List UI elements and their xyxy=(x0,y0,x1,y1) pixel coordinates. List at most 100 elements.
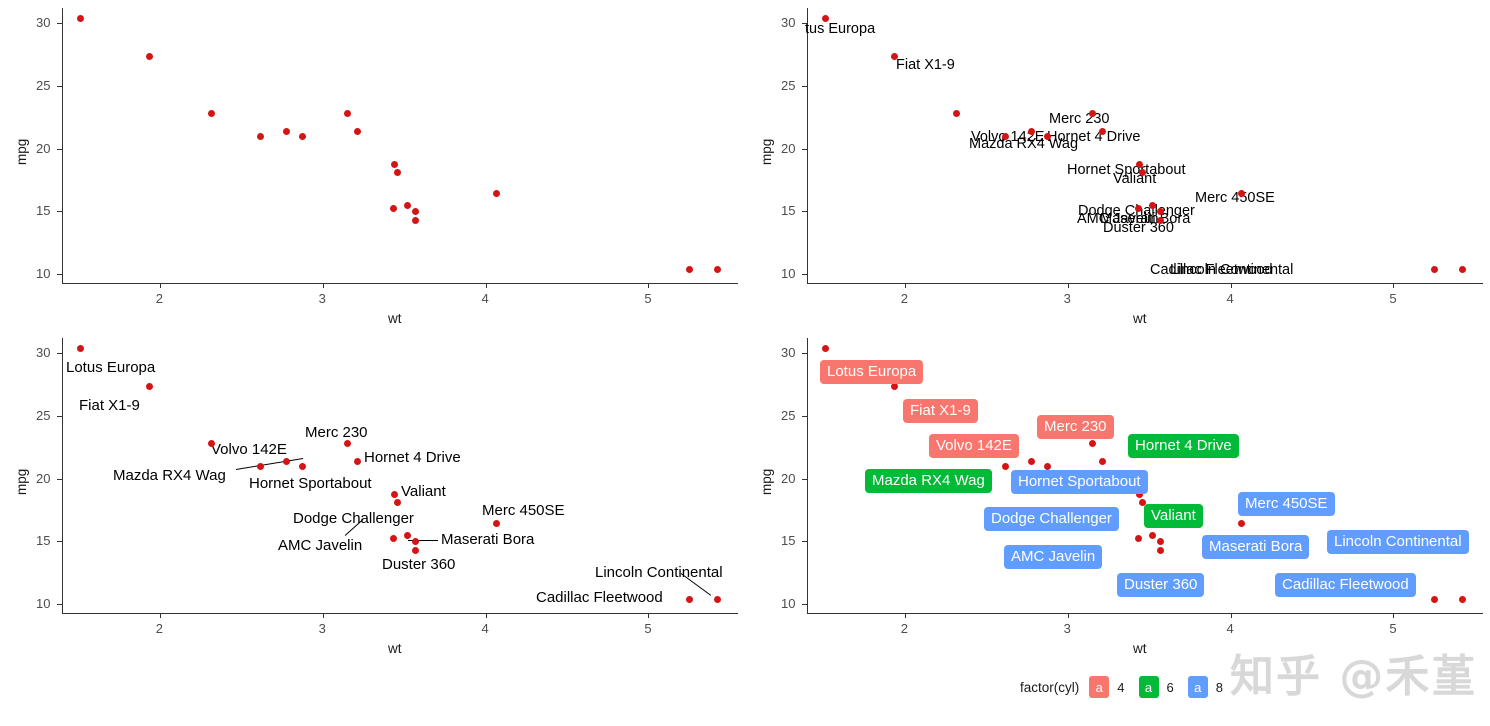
x-tick-mark xyxy=(322,613,324,618)
data-point xyxy=(1134,205,1142,213)
data-point xyxy=(1135,491,1143,499)
data-point xyxy=(389,205,397,213)
data-point xyxy=(354,457,362,465)
y-tick-label: 15 xyxy=(781,203,796,219)
repel-text-label: Volvo 142E xyxy=(211,441,287,458)
panel-bottom-left: mpg wt Lotus Europa Fiat X1-9 Merc 230 Volv… xyxy=(0,330,745,660)
y-tick-mark xyxy=(57,604,62,606)
repel-text-label: AMC Javelin xyxy=(278,537,363,554)
repel-box-label: Mazda RX4 Wag xyxy=(865,469,992,493)
y-tick-label: 10 xyxy=(36,266,51,282)
data-point xyxy=(821,14,829,22)
x-tick-label: 4 xyxy=(1226,291,1234,306)
x-tick-mark xyxy=(1067,283,1069,288)
x-tick-mark xyxy=(485,283,487,288)
y-tick-label: 10 xyxy=(36,596,51,612)
repel-box-label: Cadillac Fleetwood xyxy=(1275,573,1416,597)
repel-text-label: Lotus Europa xyxy=(66,359,156,376)
x-tick-label: 5 xyxy=(1389,291,1397,306)
x-tick-mark xyxy=(648,613,650,618)
repel-box-label: Merc 230 xyxy=(1037,415,1114,439)
data-point xyxy=(1148,531,1156,539)
repel-box-label: Maserati Bora xyxy=(1202,535,1310,559)
y-tick-label: 30 xyxy=(781,345,796,361)
y-tick-label: 25 xyxy=(781,77,796,93)
data-point xyxy=(343,109,351,117)
data-point xyxy=(713,265,721,273)
repel-box-label: Hornet Sportabout xyxy=(1011,470,1148,494)
x-tick-label: 4 xyxy=(481,621,489,636)
data-point xyxy=(1148,201,1156,209)
point-text-label: Valiant xyxy=(1113,171,1157,187)
data-point xyxy=(354,127,362,135)
repel-box-label: Lincoln Continental xyxy=(1327,530,1469,554)
repel-box-label: Duster 360 xyxy=(1117,573,1205,597)
repel-box-label: Dodge Challenger xyxy=(984,507,1119,531)
x-tick-label: 4 xyxy=(481,291,489,306)
data-point xyxy=(821,344,829,352)
data-point xyxy=(1043,462,1051,470)
x-tick-mark xyxy=(159,283,161,288)
data-point xyxy=(1156,216,1164,224)
data-point xyxy=(283,457,291,465)
point-text-label: Duster 360 xyxy=(1103,220,1174,236)
data-point xyxy=(403,201,411,209)
data-point xyxy=(685,265,693,273)
legend-value-6: 6 xyxy=(1166,679,1174,695)
data-point xyxy=(1156,546,1164,554)
data-point xyxy=(890,53,898,61)
legend-value-8: 8 xyxy=(1215,679,1223,695)
point-text-label: Hornet 4 Drive xyxy=(1047,129,1141,145)
data-point xyxy=(208,439,216,447)
data-point xyxy=(1458,265,1466,273)
x-tick-mark xyxy=(1230,283,1232,288)
x-tick-mark xyxy=(1393,283,1395,288)
repel-text-label: Duster 360 xyxy=(382,556,456,573)
data-point xyxy=(1156,207,1164,215)
point-text-label: Mazda RX4 Wag xyxy=(969,136,1079,152)
data-point xyxy=(390,491,398,499)
plot-area-2 xyxy=(807,8,1483,283)
y-tick-label: 20 xyxy=(36,140,51,156)
y-tick-label: 30 xyxy=(36,15,51,31)
x-axis-title-4: wt xyxy=(1133,641,1147,656)
panel-top-right: mpg wt tus Europa Fiat X1-9 Merc 230 Volvo … xyxy=(745,0,1490,330)
x-tick-label: 3 xyxy=(318,621,326,636)
x-tick-label: 2 xyxy=(155,621,163,636)
data-point xyxy=(208,109,216,117)
x-tick-label: 2 xyxy=(155,291,163,306)
x-tick-mark xyxy=(1230,613,1232,618)
repel-text-label: Fiat X1-9 xyxy=(79,397,140,414)
x-axis-title-2: wt xyxy=(1133,311,1147,326)
point-text-label: Merc 230 xyxy=(1049,111,1110,127)
repel-text-label: Maserati Bora xyxy=(441,531,535,548)
y-tick-label: 15 xyxy=(781,533,796,549)
y-tick-label: 15 xyxy=(36,203,51,219)
data-point xyxy=(283,127,291,135)
legend-key-8[interactable]: a xyxy=(1187,676,1208,698)
data-point xyxy=(1135,161,1143,169)
data-point xyxy=(1134,535,1142,543)
data-point xyxy=(1139,498,1147,506)
data-point xyxy=(394,168,402,176)
panel-top-left: mpg wt 2 3 4 5 10 15 20 25 30 xyxy=(0,0,745,330)
y-tick-label: 20 xyxy=(781,140,796,156)
y-axis-title-3: mpg xyxy=(14,468,29,495)
legend-key-4[interactable]: a xyxy=(1089,676,1110,698)
y-axis-title-4: mpg xyxy=(759,468,774,495)
y-tick-mark xyxy=(802,415,807,417)
y-tick-mark xyxy=(802,23,807,25)
x-tick-label: 3 xyxy=(1063,291,1071,306)
repel-text-label: Valiant xyxy=(401,483,446,500)
x-tick-label: 2 xyxy=(900,621,908,636)
y-tick-mark xyxy=(57,23,62,25)
data-point xyxy=(1002,132,1010,140)
y-tick-mark xyxy=(802,541,807,543)
repel-text-label: Mazda RX4 Wag xyxy=(113,467,226,484)
point-text-label: Fiat X1-9 xyxy=(896,57,955,73)
legend-key-6[interactable]: a xyxy=(1138,676,1159,698)
data-point xyxy=(257,132,265,140)
data-point xyxy=(1043,132,1051,140)
x-tick-mark xyxy=(159,613,161,618)
